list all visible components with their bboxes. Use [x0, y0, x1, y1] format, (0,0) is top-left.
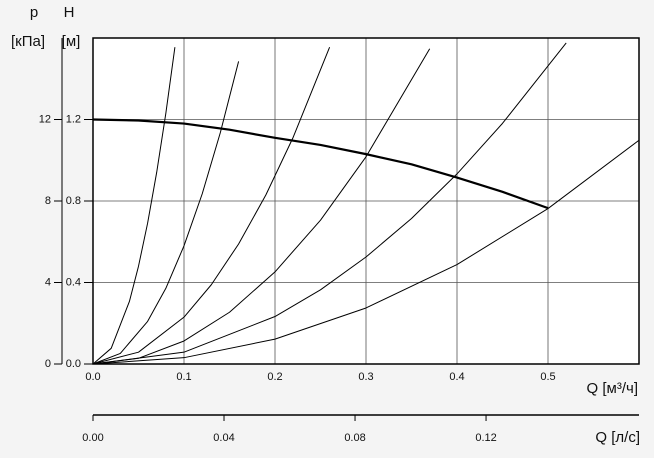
p-tick-label: 0: [45, 358, 51, 370]
x2-tick-label: 0.00: [82, 432, 103, 444]
x2-tick-label: 0.04: [213, 432, 234, 444]
y-tick-label: 0.0: [66, 358, 81, 370]
h-axis-label: H: [64, 4, 75, 21]
x-axis-label: Q [м³/ч]: [587, 380, 638, 397]
x-tick-label: 0.5: [540, 371, 555, 383]
y-tick-label: 0.4: [66, 276, 81, 288]
x2-tick-label: 0.08: [344, 432, 365, 444]
curve: [92, 47, 176, 365]
x-tick-label: 0.2: [267, 371, 282, 383]
h-axis-unit: [м]: [62, 33, 81, 50]
x-tick-label: 0.4: [449, 371, 464, 383]
y-tick-label: 0.8: [66, 195, 81, 207]
x2-axis-label: Q [л/с]: [595, 429, 640, 446]
curve: [92, 42, 567, 365]
p-tick-label: 8: [45, 195, 51, 207]
p-axis-label: p: [30, 4, 38, 21]
p-axis-unit: [кПа]: [11, 33, 45, 50]
curve: [92, 48, 431, 365]
y-tick-label: 1.2: [66, 113, 81, 125]
curve: [92, 46, 331, 365]
x-tick-label: 0.0: [85, 371, 100, 383]
p-tick-label: 4: [45, 276, 51, 288]
curve: [92, 139, 640, 365]
x-tick-label: 0.3: [358, 371, 373, 383]
curve: [92, 61, 240, 365]
curve: [92, 118, 549, 210]
p-tick-label: 12: [39, 113, 51, 125]
plot-frame: [92, 37, 640, 365]
x-tick-label: 0.1: [176, 371, 191, 383]
x2-tick-label: 0.12: [475, 432, 496, 444]
